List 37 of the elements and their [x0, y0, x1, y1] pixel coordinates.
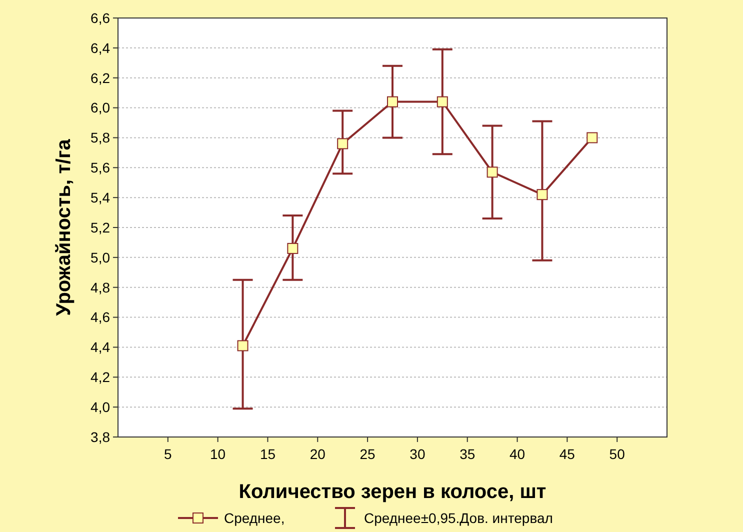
x-tick-label: 35 [460, 446, 476, 462]
y-tick-label: 5,2 [90, 219, 110, 236]
x-tick-label: 50 [609, 446, 626, 462]
x-axis-title: Количество зерен в колосе, шт [238, 481, 546, 503]
x-tick-label: 20 [310, 446, 326, 462]
y-tick-label: 6,2 [90, 70, 110, 86]
y-tick-label: 3,8 [90, 428, 110, 445]
x-tick-label: 10 [210, 446, 226, 462]
y-tick-label: 6,6 [90, 10, 110, 26]
x-tick-label: 30 [410, 446, 426, 462]
point [536, 189, 548, 200]
y-tick-label: 4,2 [90, 369, 110, 386]
y-tick-label: 4,4 [90, 339, 110, 356]
x-tick-label: 45 [559, 446, 576, 462]
point [486, 166, 498, 178]
y-tick-label: 5,4 [90, 189, 110, 206]
y-tick-label: 5,0 [90, 249, 110, 266]
y-tick-label: 6,4 [90, 40, 110, 56]
y-tick-label: 5,8 [90, 130, 110, 146]
x-tick-label: 5 [164, 446, 172, 462]
x-tick-label: 40 [509, 446, 526, 462]
y-tick-label: 4,8 [90, 279, 110, 296]
point [586, 132, 598, 144]
legend-label: Среднее, [224, 510, 285, 526]
point [387, 96, 398, 108]
y-tick-label: 4,6 [90, 309, 110, 326]
y-tick-label: 6,0 [90, 100, 110, 116]
y-axis-title: Урожайность, т/га [53, 138, 75, 316]
point [337, 138, 348, 150]
y-tick-label: 4,0 [90, 398, 110, 415]
point [237, 340, 248, 352]
x-tick-label: 25 [360, 446, 376, 462]
x-tick-label: 15 [260, 446, 276, 462]
y-tick-label: 5,6 [90, 160, 110, 176]
text: Среднее±0,95.Дов. интервал [364, 510, 553, 526]
point [436, 96, 448, 108]
point [287, 242, 298, 254]
